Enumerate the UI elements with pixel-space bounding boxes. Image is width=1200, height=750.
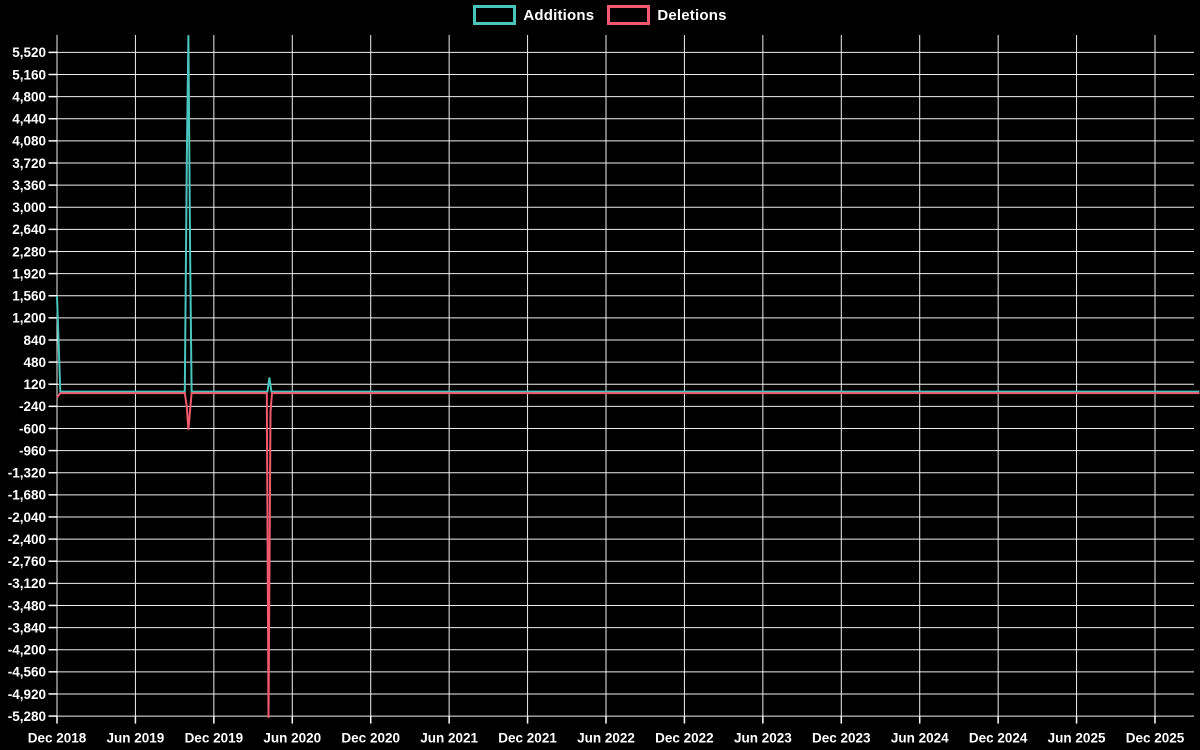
x-axis-tick-label: Dec 2024	[969, 731, 1028, 746]
y-axis-tick-label: -1,680	[8, 488, 46, 503]
x-axis-tick-label: Jun 2023	[734, 731, 792, 746]
y-axis-tick-label: -600	[19, 421, 46, 436]
y-axis-tick-label: 3,360	[12, 178, 46, 193]
grid-lines	[56, 35, 1194, 717]
x-axis-tick-label: Jun 2019	[107, 731, 165, 746]
y-axis-tick-label: 120	[23, 377, 46, 392]
legend-item-additions[interactable]: Additions	[473, 5, 594, 25]
y-axis-tick-label: -4,920	[8, 687, 46, 702]
y-axis-tick-label: 840	[23, 333, 46, 348]
x-axis-tick-label: Dec 2021	[498, 731, 557, 746]
y-axis-tick-label: -960	[19, 443, 46, 458]
y-axis-tick-label: -3,480	[8, 598, 46, 613]
x-axis-tick-label: Dec 2023	[812, 731, 871, 746]
y-axis-tick-label: -1,320	[8, 466, 46, 481]
y-axis-tick-label: 4,080	[12, 134, 46, 149]
x-axis-tick-label: Jun 2021	[420, 731, 478, 746]
legend-item-deletions[interactable]: Deletions	[607, 5, 726, 25]
legend-label-additions: Additions	[523, 6, 595, 24]
deletions-series-line	[56, 392, 1200, 718]
legend-label-deletions: Deletions	[657, 6, 727, 24]
y-axis-tick-label: -4,200	[8, 643, 46, 658]
y-axis-tick-label: -2,040	[8, 510, 46, 525]
x-axis-tick-label: Dec 2020	[341, 731, 400, 746]
y-axis-tick-label: 2,280	[12, 244, 46, 259]
x-axis-tick-label: Dec 2018	[28, 731, 87, 746]
y-axis-tick-label: 4,800	[12, 89, 46, 104]
y-axis-tick-label: -2,760	[8, 554, 46, 569]
y-axis-tick-label: 2,640	[12, 222, 46, 237]
y-axis-tick-label: 5,160	[12, 67, 46, 82]
y-axis-tick-label: 3,000	[12, 200, 46, 215]
x-axis-tick-label: Jun 2020	[263, 731, 321, 746]
y-axis-tick-label: 4,440	[12, 112, 46, 127]
x-axis-tick-label: Dec 2022	[655, 731, 714, 746]
y-axis-tick-label: -3,840	[8, 620, 46, 635]
y-axis-tick-label: -2,400	[8, 532, 46, 547]
y-axis-tick-label: -5,280	[8, 709, 46, 724]
y-axis-tick-label: 1,200	[12, 311, 46, 326]
y-axis-tick-label: -3,120	[8, 576, 46, 591]
x-axis-tick-label: Jun 2022	[577, 731, 635, 746]
y-axis-tick-label: 3,720	[12, 156, 46, 171]
x-axis-tick-label: Jun 2024	[891, 731, 949, 746]
axis-tick-marks	[48, 51, 1156, 724]
additions-series-line	[56, 35, 1200, 393]
y-axis-tick-label: 480	[23, 355, 46, 370]
deletions-swatch-icon	[607, 5, 651, 25]
x-axis-labels: Dec 2018 Jun 2019 Dec 2019 Jun 2020 Dec 2020…	[28, 731, 1185, 746]
x-axis-tick-label: Dec 2019	[185, 731, 244, 746]
y-axis-tick-label: 1,920	[12, 266, 46, 281]
x-axis-tick-label: Dec 2025	[1126, 731, 1185, 746]
x-axis-tick-label: Jun 2025	[1048, 731, 1106, 746]
y-axis-labels: 5,520 5,160 4,800 4,440 4,080 3,720 3,360 3,000…	[8, 45, 46, 724]
y-axis-tick-label: -4,560	[8, 665, 46, 680]
chart-legend: Additions Deletions	[0, 5, 1200, 25]
y-axis-tick-label: 5,520	[12, 45, 46, 60]
y-axis-tick-label: 1,560	[12, 289, 46, 304]
additions-swatch-icon	[473, 5, 517, 25]
y-axis-tick-label: -240	[19, 399, 46, 414]
